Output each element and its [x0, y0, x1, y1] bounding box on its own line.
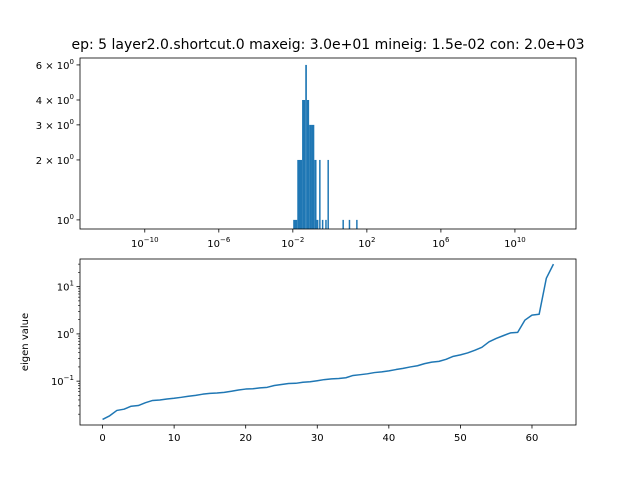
eigenvalue-x-tick-label: 50 [454, 433, 467, 444]
eigenvalue-y-tick-label: 100 [57, 327, 74, 341]
histogram-y-tick-label: 2 × 100 [36, 153, 74, 167]
eigenvalue-axes: 0 10 20 30 40 50 60 10−1 100 101 eigen value [20, 258, 577, 444]
histogram-bar [348, 219, 351, 229]
histogram-x-tick-label: 1010 [504, 236, 526, 250]
histogram-bar [293, 219, 298, 229]
histogram-bar [327, 159, 329, 229]
histogram-y-ticks: 100 2 × 100 3 × 100 4 × 100 6 × 100 [36, 58, 80, 227]
histogram-bar [321, 219, 324, 229]
histogram-bars [293, 64, 358, 230]
histogram-bar [302, 99, 306, 230]
eigenvalue-x-tick-label: 40 [382, 433, 395, 444]
histogram-y-tick-label: 100 [57, 213, 74, 227]
eigenvalue-x-ticks: 0 10 20 30 40 50 60 [99, 425, 538, 444]
histogram-bar [342, 219, 344, 229]
histogram-x-tick-label: 10−10 [131, 236, 159, 250]
histogram-x-tick-label: 10−6 [207, 236, 231, 250]
histogram-x-tick-label: 106 [432, 236, 450, 250]
eigenvalue-series-line [102, 263, 555, 421]
histogram-axes: 10−10 10−6 10−2 102 106 1010 100 2 × 100 3 × 10… [36, 57, 577, 250]
histogram-bar [325, 219, 327, 229]
eigenvalue-x-tick-label: 20 [239, 433, 252, 444]
histogram-bar [316, 219, 319, 229]
eigenvalue-plot-area [80, 259, 576, 425]
histogram-x-tick-label: 102 [358, 236, 375, 250]
histogram-y-tick-label: 6 × 100 [36, 58, 74, 72]
eigenvalue-y-label: eigen value [20, 313, 31, 371]
histogram-bar [319, 159, 321, 229]
eigenvalue-x-tick-label: 0 [99, 433, 105, 444]
histogram-y-tick-label: 3 × 100 [36, 118, 74, 132]
histogram-x-tick-label: 10−2 [281, 236, 304, 250]
histogram-bar [311, 124, 315, 229]
figure-title: ep: 5 layer2.0.shortcut.0 maxeig: 3.0e+0… [71, 37, 584, 53]
eigenvalue-y-tick-label: 101 [57, 280, 74, 294]
histogram-bar [305, 64, 307, 229]
histogram-y-tick-label: 4 × 100 [36, 93, 74, 107]
histogram-x-ticks: 10−10 10−6 10−2 102 106 1010 [131, 229, 526, 250]
eigenvalue-frame [79, 258, 577, 426]
eigenvalue-x-tick-label: 60 [526, 433, 539, 444]
eigenvalue-points [102, 264, 554, 420]
histogram-frame [79, 57, 577, 230]
eigenvalue-y-tick-label: 10−1 [51, 374, 74, 388]
histogram-bar [356, 219, 358, 229]
histogram-bar [309, 124, 312, 229]
eigenvalue-x-tick-label: 30 [311, 433, 324, 444]
histogram-bar [306, 99, 310, 230]
eigenvalue-x-tick-label: 10 [168, 433, 181, 444]
histogram-bar [314, 159, 317, 229]
histogram-bar [297, 159, 303, 229]
